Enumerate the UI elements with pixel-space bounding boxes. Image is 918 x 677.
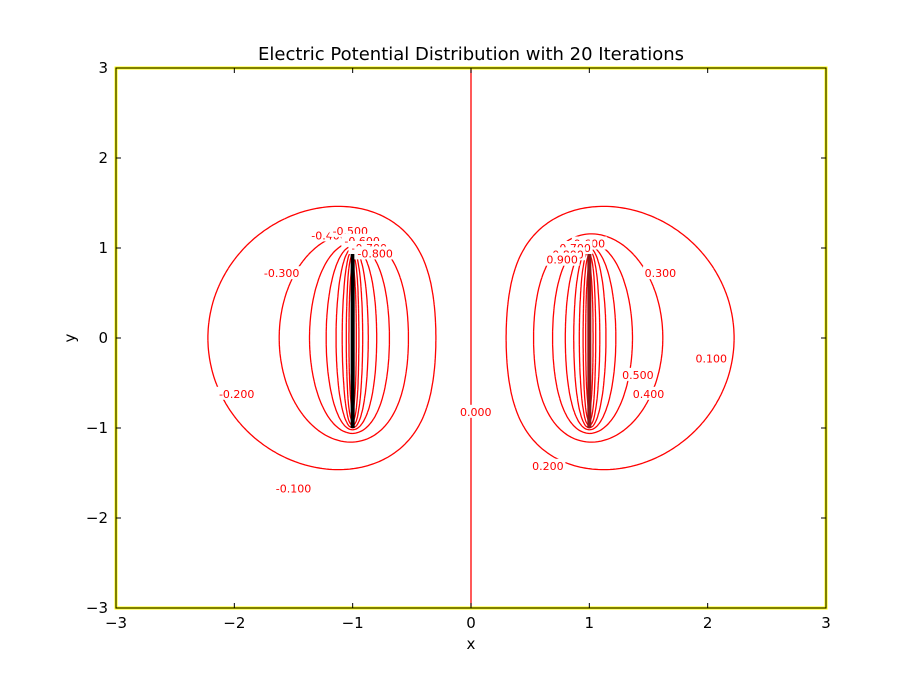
y-tick-label: 0 bbox=[98, 329, 108, 347]
y-tick-label: 1 bbox=[98, 239, 108, 257]
y-tick-label: 3 bbox=[98, 59, 108, 77]
contour-label: 0.000 bbox=[458, 404, 494, 419]
svg-text:0.400: 0.400 bbox=[633, 388, 665, 401]
svg-text:-0.800: -0.800 bbox=[357, 247, 392, 260]
contour-line bbox=[325, 245, 378, 431]
svg-text:-0.300: -0.300 bbox=[264, 267, 299, 280]
x-tick-label: 1 bbox=[585, 614, 595, 632]
chart-title: Electric Potential Distribution with 20 … bbox=[258, 44, 684, 65]
x-axis-label: x bbox=[467, 635, 476, 653]
y-axis-label: y bbox=[61, 333, 79, 342]
contour-label: 0.200 bbox=[530, 458, 566, 473]
contour-line bbox=[278, 233, 410, 443]
svg-text:0.500: 0.500 bbox=[622, 369, 654, 382]
svg-text:0.000: 0.000 bbox=[460, 406, 492, 419]
x-tick-label: 2 bbox=[703, 614, 713, 632]
contour-label: 0.500 bbox=[620, 367, 656, 382]
axis-ticks: −3 −2 −1 0 1 2 3 −3 −2 −1 0 1 2 3 bbox=[86, 59, 831, 632]
contour-line bbox=[505, 205, 735, 471]
y-tick-label: −3 bbox=[86, 599, 108, 617]
x-tick-label: −1 bbox=[342, 614, 364, 632]
svg-text:0.200: 0.200 bbox=[532, 460, 564, 473]
contour-label: -0.300 bbox=[260, 266, 303, 280]
contour-label: 0.400 bbox=[631, 386, 666, 401]
contour-line bbox=[207, 205, 437, 471]
x-tick-label: 0 bbox=[466, 614, 476, 632]
y-tick-label: −1 bbox=[86, 419, 108, 437]
y-tick-label: 2 bbox=[98, 149, 108, 167]
svg-text:-0.100: -0.100 bbox=[276, 482, 311, 495]
contour-label: 0.900 bbox=[544, 252, 580, 267]
contour-label: -0.200 bbox=[215, 386, 258, 401]
svg-text:0.100: 0.100 bbox=[695, 353, 727, 366]
svg-text:-0.200: -0.200 bbox=[219, 388, 254, 401]
contour-label: -0.100 bbox=[272, 481, 315, 495]
svg-text:0.300: 0.300 bbox=[645, 267, 677, 280]
contour-label: 0.100 bbox=[693, 351, 729, 366]
x-tick-label: 3 bbox=[821, 614, 831, 632]
contour-line bbox=[308, 241, 391, 435]
y-tick-label: −2 bbox=[86, 509, 108, 527]
x-tick-label: −2 bbox=[223, 614, 245, 632]
x-tick-label: −3 bbox=[105, 614, 127, 632]
svg-text:0.900: 0.900 bbox=[546, 254, 578, 267]
contour-label: -0.800 bbox=[354, 246, 396, 260]
contour-label: 0.300 bbox=[642, 266, 678, 280]
